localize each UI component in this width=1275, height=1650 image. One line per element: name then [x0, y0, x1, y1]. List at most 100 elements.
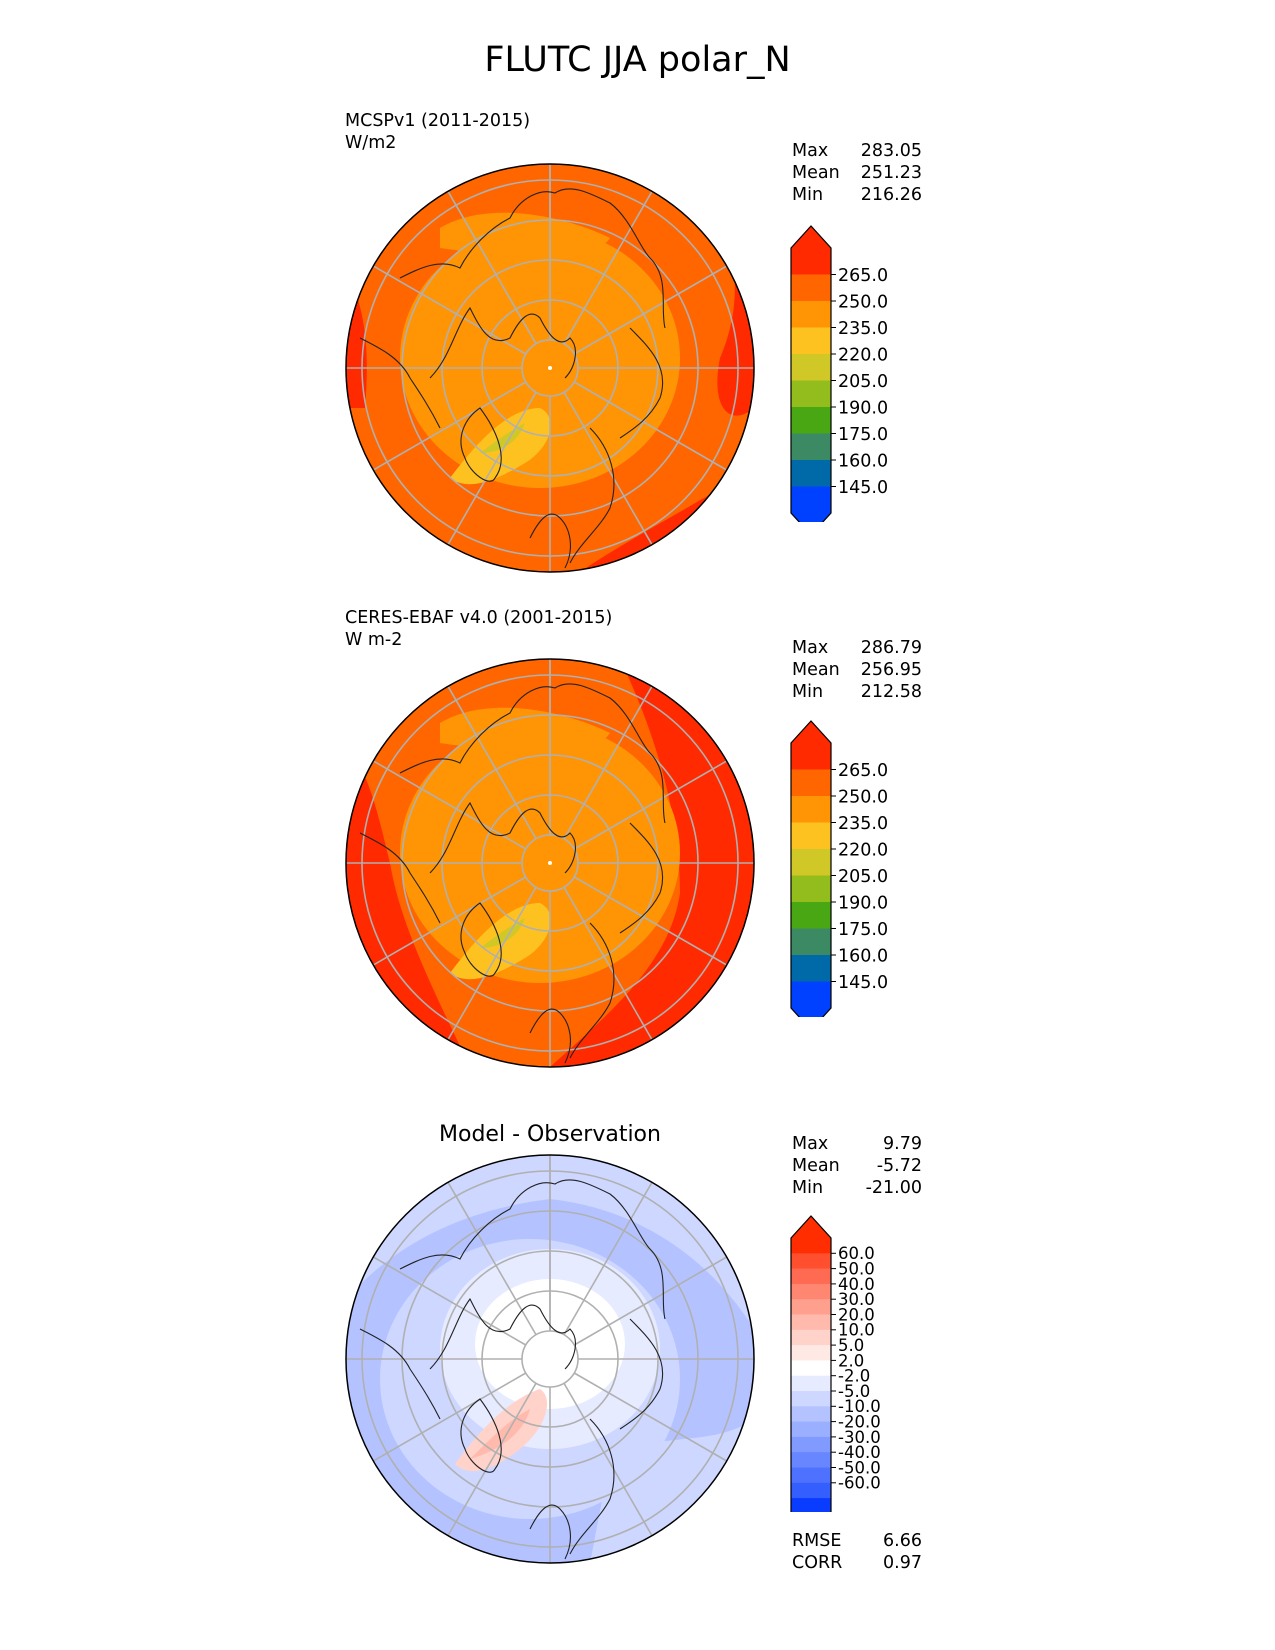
coastline — [569, 922, 615, 1059]
colorbar-extend-top — [791, 226, 831, 248]
coastline — [399, 683, 666, 824]
colorbar-segment — [791, 1268, 831, 1285]
coastline — [529, 1504, 571, 1560]
colorbar-tick-label: 235.0 — [838, 319, 888, 339]
map-body — [345, 163, 755, 573]
figure-title: FLUTC JJA polar_N — [484, 40, 791, 80]
stat-label: Max — [792, 638, 829, 658]
colorbar-tick-label: -60.0 — [838, 1474, 881, 1493]
colorbar-tick-label: -20.0 — [838, 1413, 881, 1432]
colorbar-tick-label: 5.0 — [838, 1336, 864, 1355]
meridian-line — [372, 1372, 527, 1462]
coastline — [460, 902, 502, 977]
colorbar-segment — [791, 1283, 831, 1300]
colorbar-tick-label: -2.0 — [838, 1367, 870, 1386]
colorbar-tick-label: 175.0 — [838, 920, 888, 940]
stats-block: Max 286.79 Mean 256.95 Min 212.58 — [792, 637, 922, 703]
stat-value: 212.58 — [860, 682, 922, 702]
colorbar-segment — [791, 1406, 831, 1423]
colorbar-segment — [791, 301, 831, 328]
meridian-line — [563, 886, 653, 1041]
stat-label: Max — [792, 141, 829, 161]
stat-value: -5.72 — [876, 1156, 922, 1176]
colorbar-tick-label: -50.0 — [838, 1458, 881, 1477]
colorbar-outline — [790, 720, 832, 1017]
meridian-line — [447, 886, 537, 1041]
metric-value: 6.66 — [883, 1531, 922, 1551]
colorbar-segment — [791, 849, 831, 876]
colorbar-segment — [791, 902, 831, 929]
meridian-line — [563, 391, 653, 546]
coastline — [529, 513, 571, 569]
coastline — [460, 407, 502, 482]
units: W m-2 — [345, 630, 403, 650]
field-region — [475, 1279, 625, 1409]
colorbar-tick-label: -5.0 — [838, 1382, 870, 1401]
coastlines — [359, 1179, 666, 1560]
stat-label: Min — [792, 682, 824, 702]
coastline — [429, 306, 576, 379]
graticule — [346, 659, 754, 1067]
colorbar-segment — [791, 796, 831, 823]
colorbar-extend-top — [791, 721, 831, 743]
colorbar-tick-label: 50.0 — [838, 1260, 875, 1279]
colorbar-segment — [791, 928, 831, 956]
colorbar-extend-bottom — [791, 1008, 831, 1017]
coastline — [619, 327, 664, 439]
colorbar-tick-label: 205.0 — [838, 372, 888, 392]
field-fill — [346, 1155, 754, 1563]
coastline — [460, 1398, 502, 1473]
colorbar-tick-label: 190.0 — [838, 398, 888, 418]
meridian-line — [573, 760, 728, 850]
colorbar-segment — [791, 1452, 831, 1468]
colorbar-tick-label: 160.0 — [838, 451, 888, 471]
meridian-line — [573, 1372, 728, 1462]
colorbar-segment — [791, 1375, 831, 1392]
meridian-line — [563, 190, 653, 345]
coastline — [529, 1008, 571, 1064]
metric-value: 0.97 — [883, 1553, 922, 1573]
map-body — [345, 658, 755, 1068]
stat-label: Min — [792, 1178, 824, 1198]
meridian-line — [447, 190, 537, 345]
colorbar-segment — [791, 1482, 831, 1499]
colorbar-segment — [791, 274, 831, 302]
meridian-line — [372, 1256, 527, 1346]
colorbar-segment — [791, 1467, 831, 1484]
colorbar-segment — [791, 769, 831, 797]
dataset-name: CERES-EBAF v4.0 (2001-2015) — [345, 608, 613, 628]
meridian-line — [573, 1256, 728, 1346]
meridian-line — [573, 876, 728, 966]
meridian-line — [372, 381, 527, 471]
colorbar-segment — [791, 1421, 831, 1438]
colorbar-tick-label: 190.0 — [838, 893, 888, 913]
panel-difference: Model - Observation Max 9.79 Mean -5.72 Mi… — [0, 0, 1275, 1573]
colorbar-tick-label: 220.0 — [838, 840, 888, 860]
colorbar-segment — [791, 981, 831, 1009]
colorbar-segment — [791, 743, 831, 770]
metric-label: CORR — [792, 1553, 843, 1573]
meridian-line — [372, 265, 527, 355]
colorbar-segment — [791, 1329, 831, 1346]
field-region — [440, 212, 610, 258]
field-region — [346, 1155, 754, 1329]
colorbar-segment — [791, 1360, 831, 1377]
colorbar-tick-label: 40.0 — [838, 1275, 875, 1294]
stat-value: 283.05 — [860, 141, 922, 161]
polar-map-observation — [345, 658, 755, 1068]
colorbar-tick-label: 160.0 — [838, 946, 888, 966]
map-border — [345, 658, 755, 1068]
colorbar-tick-label: 175.0 — [838, 425, 888, 445]
colorbar-tick-label: 30.0 — [838, 1290, 875, 1309]
colorbar-segment — [791, 486, 831, 514]
meridian-line — [447, 1181, 537, 1336]
coastline — [359, 832, 441, 924]
colorbar-tick-label: 2.0 — [838, 1351, 864, 1370]
colorbar-tick-label: 20.0 — [838, 1305, 875, 1324]
coastlines — [359, 683, 666, 1064]
stats-block: Max 283.05 Mean 251.23 Min 216.26 — [792, 140, 922, 206]
coastline — [399, 1179, 666, 1320]
panel-title: MCSPv1 (2011-2015) W/m2 — [345, 110, 530, 154]
colorbar-tick-label: 10.0 — [838, 1321, 875, 1340]
field-region — [400, 723, 680, 983]
